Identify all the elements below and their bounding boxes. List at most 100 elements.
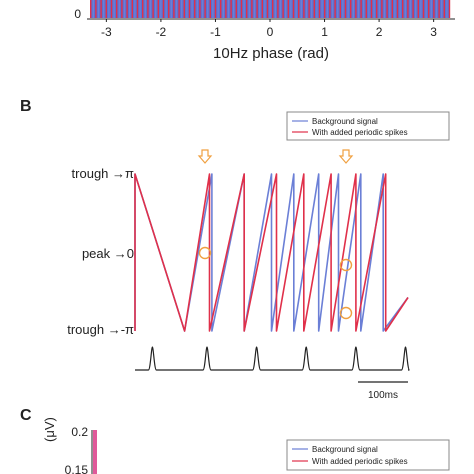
panel-a-bar [142,0,144,18]
scalebar-label: 100ms [368,390,398,401]
panel-a-bar [441,0,443,18]
panel-b-spike-trace [135,346,411,371]
panel-a-bar [272,0,274,18]
panel-a-bar [329,0,331,18]
panel-b-markers [197,149,354,320]
panel-a-bar [360,0,362,18]
panel-a-bar [381,0,383,18]
panel-a-bar [446,0,448,18]
scalebar: 100ms [358,381,408,401]
panel-a-bar [339,0,341,18]
panel-a: 0 -3 -2 -1 0 1 2 3 10Hz phase (rad) [74,0,455,62]
panel-a-bar [394,0,396,18]
panel-a-bar [173,0,175,18]
panel-a-bar [355,0,357,18]
panel-a-bar [277,0,279,18]
panel-a-bar [300,0,302,18]
panel-a-bar [199,0,201,18]
legend-background: Background signal [312,117,378,126]
panel-a-bar [196,0,198,18]
panel-a-bar [316,0,318,18]
legend-spiked: With added periodic spikes [312,128,408,137]
panel-a-bar [246,0,248,18]
panel-a-bar [95,0,97,18]
panel-a-bar [448,0,451,18]
panel-a-bar [311,0,313,18]
panel-b-ylabels: trough →π peak →0 trough →-π [67,166,134,337]
panel-a-ytick: 0 [74,7,81,21]
highlight-circle [339,306,353,320]
panel-a-bar [264,0,266,18]
panel-a-bar [352,0,354,18]
panel-a-bar [108,0,110,18]
legend-c-background: Background signal [312,445,378,454]
panel-a-bar [168,0,170,18]
panel-a-bar [376,0,378,18]
panel-a-bar [331,0,334,18]
panel-a-bar [324,0,326,18]
panel-a-bar [274,0,276,18]
line-with-spikes [134,173,409,332]
panel-a-bar [287,0,289,18]
panel-a-bar [391,0,393,18]
panel-a-bar [238,0,240,18]
arrow-down-icon [338,149,354,164]
panel-a-bar [188,0,191,18]
spike-trace-line [135,346,411,371]
ylabel-trough-bottom: trough →-π [67,322,134,337]
panel-a-bar [100,0,102,18]
panel-a-bar [97,0,100,18]
panel-a-bar [222,0,224,18]
panel-a-bar [404,0,406,18]
panel-c-legend: Background signal With added periodic sp… [286,439,450,471]
panel-a-bar [181,0,183,18]
panel-a-bar [160,0,162,18]
panel-a-bar [290,0,292,18]
panel-a-bar [342,0,344,18]
panel-a-bar-stripes [90,0,451,18]
panel-a-bar [123,0,126,18]
panel-c-bar [93,430,97,474]
panel-a-bar [129,0,131,18]
panel-a-bar [170,0,172,18]
panel-a-bar [139,0,141,18]
legend-box [286,111,450,141]
panel-a-bar [201,0,204,18]
panel-a-bar [217,0,219,18]
panel-a-bar [233,0,235,18]
panel-a-bar [110,0,113,18]
panel-a-bar [396,0,399,18]
panel-a-bar [243,0,245,18]
panel-a-bar [363,0,365,18]
panel-a-bar [113,0,115,18]
panel-a-bar [136,0,139,18]
panel-a-bar [438,0,440,18]
panel-a-bar [121,0,123,18]
panel-a-bar [118,0,120,18]
panel-a-bar [178,0,180,18]
panel-a-bar [194,0,196,18]
panel-a-bar [261,0,263,18]
panel-a-bar [204,0,206,18]
panel-a-xticks: -3 -2 -1 0 1 2 3 [101,19,437,39]
panel-a-bar [235,0,237,18]
panel-a-xtick-label: 0 [267,25,274,39]
panel-a-bar [240,0,243,18]
panel-a-bar [259,0,261,18]
panel-a-bar [389,0,391,18]
panel-a-bar [191,0,193,18]
panel-b-phase-lines [134,173,409,332]
panel-a-bar [248,0,250,18]
panel-a-bar [326,0,328,18]
panel-a-bar [253,0,256,18]
panel-a-bar [149,0,152,18]
panel-a-bar [407,0,409,18]
panel-a-bar [370,0,373,18]
panel-a-bar [383,0,386,18]
panel-a-bar [357,0,360,18]
panel-a-bar [420,0,422,18]
panel-a-bar [298,0,300,18]
panel-a-bar [415,0,417,18]
panel-a-bar [435,0,438,18]
panel-a-bar [422,0,425,18]
